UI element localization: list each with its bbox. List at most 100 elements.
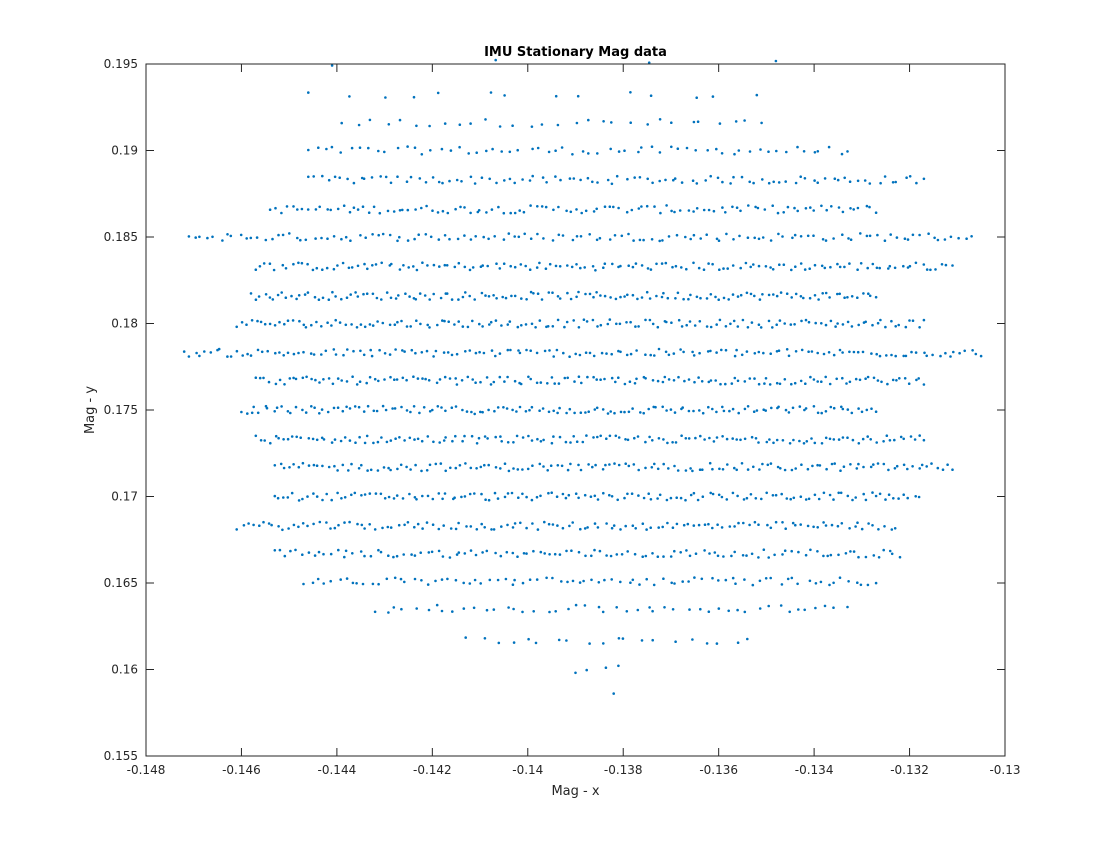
data-point — [636, 435, 640, 438]
data-point — [623, 149, 626, 152]
data-point — [631, 407, 634, 410]
data-point — [291, 319, 295, 322]
data-point — [417, 233, 421, 236]
data-point — [389, 526, 393, 529]
data-point — [504, 296, 508, 300]
data-point — [577, 375, 581, 379]
data-point — [496, 406, 500, 409]
data-point — [566, 376, 569, 380]
data-point — [370, 176, 374, 179]
y-tick-label: 0.165 — [104, 576, 138, 590]
data-point — [409, 325, 413, 328]
data-point — [852, 550, 856, 553]
data-point — [288, 232, 291, 235]
data-point — [824, 291, 828, 295]
data-point — [444, 469, 448, 473]
data-point — [809, 375, 812, 379]
data-point — [614, 380, 617, 384]
data-point — [366, 404, 370, 408]
data-point — [266, 349, 270, 353]
data-point — [392, 210, 396, 213]
data-point — [381, 526, 384, 530]
data-point — [330, 64, 334, 67]
data-point — [278, 351, 281, 354]
data-point — [872, 463, 875, 466]
data-point — [757, 441, 760, 444]
data-point — [637, 468, 640, 472]
data-point — [787, 411, 791, 414]
data-point — [697, 523, 701, 527]
data-point — [774, 59, 778, 63]
data-point — [943, 238, 947, 241]
data-point — [906, 266, 910, 269]
data-point — [345, 296, 349, 300]
data-point — [529, 349, 532, 353]
data-point — [415, 498, 418, 501]
data-point — [890, 552, 894, 556]
data-point — [859, 232, 862, 235]
data-point — [556, 464, 560, 467]
data-point — [434, 579, 437, 583]
data-point — [832, 581, 835, 585]
data-point — [474, 553, 478, 557]
data-point — [629, 121, 632, 124]
data-point — [579, 411, 583, 415]
data-point — [584, 411, 587, 414]
data-point — [829, 405, 833, 409]
data-point — [395, 554, 399, 558]
data-point — [277, 436, 280, 440]
data-point — [598, 236, 602, 240]
data-point — [460, 180, 463, 183]
data-point — [307, 437, 311, 440]
data-point — [728, 525, 732, 528]
data-point — [748, 180, 751, 184]
data-point — [500, 440, 504, 443]
data-point — [625, 210, 629, 214]
data-point — [442, 439, 446, 442]
data-point — [453, 496, 456, 500]
data-point — [746, 236, 750, 239]
data-point — [751, 583, 755, 587]
data-point — [661, 405, 664, 409]
data-point — [300, 261, 304, 265]
data-point — [418, 411, 421, 415]
data-point — [528, 408, 531, 412]
data-point — [310, 323, 313, 327]
data-point — [797, 608, 800, 611]
plot-area — [146, 64, 1005, 756]
data-point — [662, 462, 665, 466]
data-point — [505, 407, 509, 410]
data-point — [513, 235, 516, 238]
data-point — [249, 292, 253, 295]
data-point — [791, 236, 794, 240]
data-point — [485, 376, 489, 379]
data-point — [940, 263, 944, 266]
data-point — [902, 493, 905, 497]
data-point — [712, 440, 716, 443]
data-point — [551, 576, 554, 580]
data-point — [492, 528, 496, 531]
data-point — [339, 578, 343, 581]
data-point — [529, 377, 532, 381]
data-point — [812, 405, 816, 408]
data-point — [699, 434, 702, 438]
data-point — [286, 496, 290, 499]
data-point — [584, 209, 588, 213]
data-point — [226, 355, 229, 358]
data-point — [431, 523, 435, 526]
data-point — [471, 378, 475, 381]
data-point — [695, 96, 698, 99]
data-point — [292, 463, 295, 466]
data-point — [808, 579, 812, 583]
data-point — [437, 492, 441, 495]
data-point — [908, 319, 911, 322]
data-point — [730, 382, 734, 385]
data-point — [475, 151, 479, 154]
data-point — [651, 638, 654, 642]
data-point — [586, 375, 589, 379]
data-point — [755, 409, 759, 412]
data-point — [715, 436, 719, 439]
data-point — [850, 295, 854, 298]
data-point — [425, 349, 429, 353]
data-point — [707, 208, 711, 212]
